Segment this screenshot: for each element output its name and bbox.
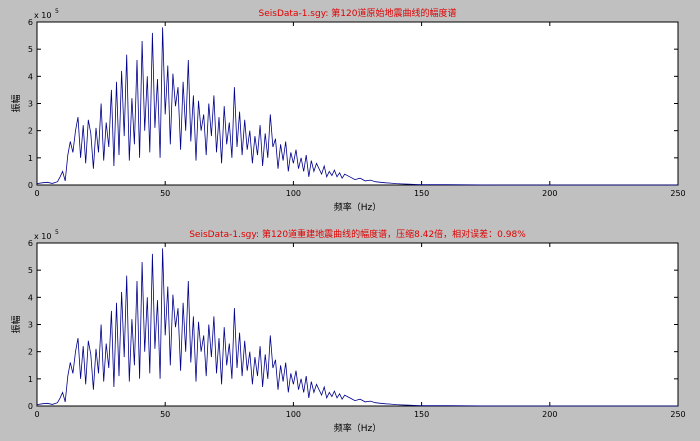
panel2-y-tick-label: 4	[28, 293, 33, 302]
panel1-chart-title: SeisData-1.sgy: 第120道原始地震曲线的幅度谱	[259, 7, 457, 19]
panel2-y-tick-label: 2	[28, 348, 33, 357]
panel1-x-axis-label: 频率（Hz）	[334, 201, 382, 213]
panel2-y-tick-label: 6	[28, 239, 33, 248]
panel1-x-tick-label: 0	[34, 189, 39, 198]
panel1-y-tick-label: 5	[28, 45, 33, 54]
panel2-y-axis-label: 振幅	[10, 315, 22, 333]
panel2-x-tick-label: 100	[286, 410, 301, 419]
panel1-x-tick-label: 50	[160, 189, 170, 198]
panel2-plot-area	[36, 242, 679, 407]
panel2-y-exponent-label: x 10	[34, 232, 51, 241]
panel2-x-tick-label: 150	[414, 410, 429, 419]
panel2-y-tick-label: 3	[28, 321, 33, 330]
panel2-chart-title: SeisData-1.sgy: 第120道重建地震曲线的幅度谱，压缩8.42倍，…	[189, 228, 526, 240]
panel1-x-tick-label: 100	[286, 189, 301, 198]
panel2-y-exponent-power: 5	[55, 229, 59, 236]
panel2-x-axis-label: 频率（Hz）	[334, 422, 382, 434]
panel2-series-line	[36, 248, 678, 407]
panel2-x-tick-label: 50	[160, 410, 170, 419]
panel1-y-tick-label: 6	[28, 18, 33, 27]
panel2-x-tick-label: 200	[542, 410, 557, 419]
panel1-y-tick-label: 3	[28, 100, 33, 109]
panel1-series-line	[36, 27, 678, 186]
panel1-x-tick-label: 250	[670, 189, 685, 198]
panel1-y-tick-label: 1	[28, 154, 33, 163]
panel1-y-tick-label: 0	[28, 181, 33, 190]
panel1-y-tick-label: 4	[28, 72, 33, 81]
panel2-y-tick-label: 1	[28, 375, 33, 384]
panel2-y-tick-label: 5	[28, 266, 33, 275]
panel1-x-tick-label: 150	[414, 189, 429, 198]
panel1-y-exponent-power: 5	[55, 8, 59, 15]
panel1-y-exponent-label: x 10	[34, 11, 51, 20]
panel1-x-tick-label: 200	[542, 189, 557, 198]
panel2-x-tick-label: 250	[670, 410, 685, 419]
panel1-plot-area	[36, 21, 679, 186]
panel1-y-tick-label: 2	[28, 127, 33, 136]
panel2-x-tick-label: 0	[34, 410, 39, 419]
panel2-y-tick-label: 0	[28, 402, 33, 411]
panel1-y-axis-label: 振幅	[10, 94, 22, 112]
